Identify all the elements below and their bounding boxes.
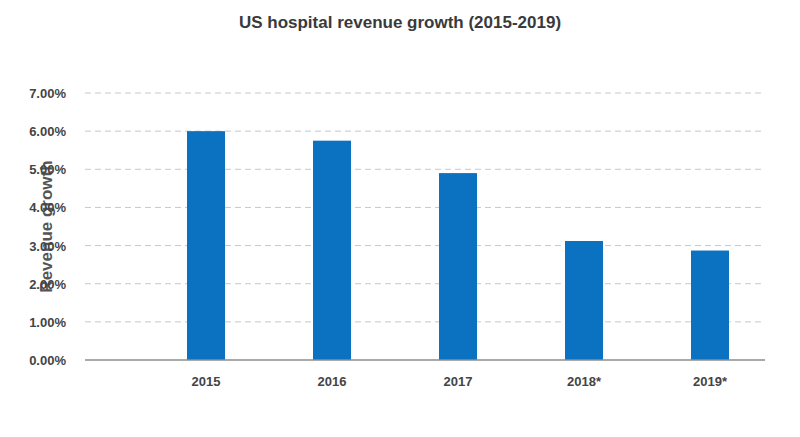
y-tick-label: 2.00% (29, 277, 66, 292)
x-tick-label: 2018* (567, 374, 602, 389)
y-tick-label: 6.00% (29, 124, 66, 139)
bar (313, 141, 351, 360)
bar (565, 241, 603, 360)
y-tick-label: 5.00% (29, 162, 66, 177)
x-tick-label: 2015 (192, 374, 221, 389)
title: US hospital revenue growth (2015-2019) (239, 13, 561, 32)
y-tick-label: 4.00% (29, 200, 66, 215)
bar (691, 251, 729, 360)
chart: US hospital revenue growth (2015-2019) Re… (0, 0, 800, 437)
bars (187, 131, 729, 360)
y-tick-label: 1.00% (29, 315, 66, 330)
grid-line (85, 93, 765, 94)
y-tick-label: 3.00% (29, 239, 66, 254)
y-axis-label: Revenue growth (37, 160, 56, 292)
x-axis (85, 359, 765, 361)
x-tick-label: 2017 (444, 374, 473, 389)
x-tick-label: 2016 (318, 374, 347, 389)
bar (187, 131, 225, 360)
bar (439, 173, 477, 360)
x-tick-label: 2019* (693, 374, 728, 389)
y-tick-label: 0.00% (29, 353, 66, 368)
y-tick-label: 7.00% (29, 86, 66, 101)
